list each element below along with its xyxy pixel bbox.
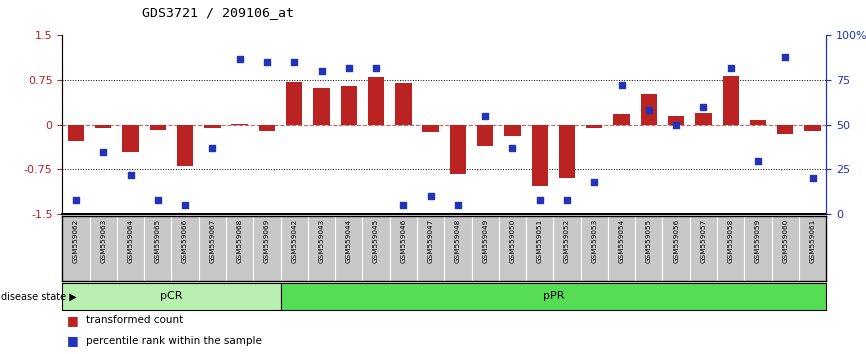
Bar [423,125,439,132]
Bar [150,125,166,130]
Point [260,59,274,65]
Text: GSM559056: GSM559056 [673,219,679,263]
Point [669,122,683,127]
Text: GSM559057: GSM559057 [701,219,707,263]
Point [423,193,437,199]
Text: disease state ▶: disease state ▶ [1,291,76,302]
Text: GSM559068: GSM559068 [236,219,242,263]
Bar [204,125,221,128]
Point [288,59,301,65]
Text: GSM559059: GSM559059 [755,219,761,263]
Point [615,82,629,88]
Text: GSM559069: GSM559069 [264,219,270,263]
Bar [586,125,603,128]
Text: GSM559058: GSM559058 [727,219,734,263]
Bar [532,125,548,185]
Bar [368,77,385,125]
Point [369,65,383,70]
Bar [504,125,520,136]
Text: GSM559047: GSM559047 [428,219,434,263]
Text: GSM559046: GSM559046 [400,219,406,263]
Text: GSM559055: GSM559055 [646,219,652,263]
Point [805,176,819,181]
Point [314,68,328,74]
Text: ■: ■ [67,314,79,327]
Text: GSM559067: GSM559067 [210,219,216,263]
Text: GSM559045: GSM559045 [373,219,379,263]
Bar [668,116,684,125]
Text: GSM559042: GSM559042 [291,219,297,263]
Text: GSM559053: GSM559053 [591,219,598,263]
Bar [122,125,139,152]
Text: GSM559052: GSM559052 [564,219,570,263]
Text: GSM559048: GSM559048 [455,219,461,263]
Bar [340,86,357,125]
Text: GSM559064: GSM559064 [127,219,133,263]
Text: GSM559049: GSM559049 [482,219,488,263]
Text: pCR: pCR [160,291,183,302]
Point [397,202,410,208]
Text: GSM559051: GSM559051 [537,219,543,263]
Point [124,172,138,178]
Point [205,145,219,151]
Text: ■: ■ [67,334,79,347]
Bar [68,125,84,142]
Bar [259,125,275,131]
Bar [805,125,821,131]
Point [779,54,792,60]
Point [151,197,165,203]
Bar [641,94,657,125]
Text: GSM559044: GSM559044 [346,219,352,263]
Point [751,158,765,164]
Bar [559,125,575,178]
Bar [613,114,630,125]
Point [233,56,247,62]
Point [696,104,710,110]
Text: GSM559061: GSM559061 [810,219,816,263]
Bar [231,124,248,125]
Text: pPR: pPR [543,291,564,302]
Bar [281,283,826,310]
Point [642,108,656,113]
Point [96,149,110,154]
Point [451,202,465,208]
Point [506,145,520,151]
Bar [286,82,302,125]
Text: GSM559043: GSM559043 [319,219,325,263]
Text: GSM559062: GSM559062 [73,219,79,263]
Text: GSM559060: GSM559060 [782,219,788,263]
Bar [313,88,330,125]
Point [178,202,192,208]
Text: GSM559063: GSM559063 [100,219,107,263]
Text: transformed count: transformed count [86,315,183,325]
Bar [395,83,411,125]
Bar [722,76,739,125]
Bar [177,125,193,166]
Bar [62,283,281,310]
Point [533,197,546,203]
Point [342,65,356,70]
Point [560,197,574,203]
Bar [449,125,466,174]
Text: GSM559066: GSM559066 [182,219,188,263]
Point [724,65,738,70]
Bar [695,113,712,125]
Text: GSM559050: GSM559050 [509,219,515,263]
Point [587,179,601,185]
Bar [750,120,766,125]
Text: GDS3721 / 209106_at: GDS3721 / 209106_at [142,6,294,19]
Text: GSM559054: GSM559054 [618,219,624,263]
Point [478,113,492,119]
Bar [95,125,112,128]
Text: percentile rank within the sample: percentile rank within the sample [86,336,262,346]
Text: GSM559065: GSM559065 [155,219,161,263]
Bar [477,125,494,145]
Bar [777,125,793,134]
Point [69,197,83,203]
